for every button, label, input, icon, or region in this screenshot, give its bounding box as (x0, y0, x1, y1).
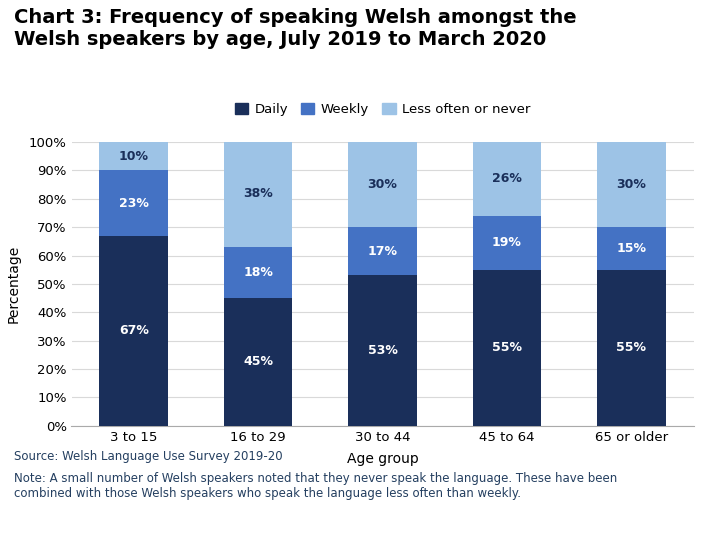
Text: 55%: 55% (492, 341, 522, 354)
Bar (99, 170, 168, 236)
Bar (99, 142, 168, 170)
Text: 26%: 26% (492, 173, 522, 186)
Bar (224, 247, 292, 298)
Text: 19%: 19% (492, 236, 522, 250)
Text: 38%: 38% (243, 187, 273, 200)
Text: 55%: 55% (616, 341, 646, 354)
Legend: Daily, Weekly, Less often or never: Daily, Weekly, Less often or never (230, 97, 536, 121)
X-axis label: Age group: Age group (347, 452, 418, 466)
Bar (597, 270, 666, 426)
Text: Source: Welsh Language Use Survey 2019-20: Source: Welsh Language Use Survey 2019-2… (14, 450, 283, 464)
Bar (348, 275, 417, 426)
Text: 30%: 30% (368, 178, 398, 191)
Text: 45%: 45% (243, 355, 273, 369)
Bar (348, 142, 417, 227)
Text: 67%: 67% (119, 324, 149, 337)
Text: 53%: 53% (368, 344, 398, 357)
Bar (473, 216, 541, 270)
Bar (597, 142, 666, 227)
Text: 15%: 15% (616, 242, 646, 255)
Bar (473, 270, 541, 426)
Text: 10%: 10% (119, 150, 149, 163)
Bar (224, 298, 292, 426)
Bar (224, 139, 292, 247)
Text: 30%: 30% (616, 178, 646, 191)
Text: Note: A small number of Welsh speakers noted that they never speak the language.: Note: A small number of Welsh speakers n… (14, 472, 618, 500)
Text: 18%: 18% (243, 266, 273, 279)
Text: Chart 3: Frequency of speaking Welsh amongst the: Chart 3: Frequency of speaking Welsh amo… (14, 8, 577, 27)
Bar (473, 142, 541, 216)
Y-axis label: Percentage: Percentage (6, 245, 21, 323)
Bar (597, 227, 666, 270)
Text: 17%: 17% (368, 245, 398, 258)
Text: 23%: 23% (119, 197, 149, 210)
Text: Welsh speakers by age, July 2019 to March 2020: Welsh speakers by age, July 2019 to Marc… (14, 30, 546, 49)
Bar (99, 236, 168, 426)
Bar (348, 227, 417, 275)
